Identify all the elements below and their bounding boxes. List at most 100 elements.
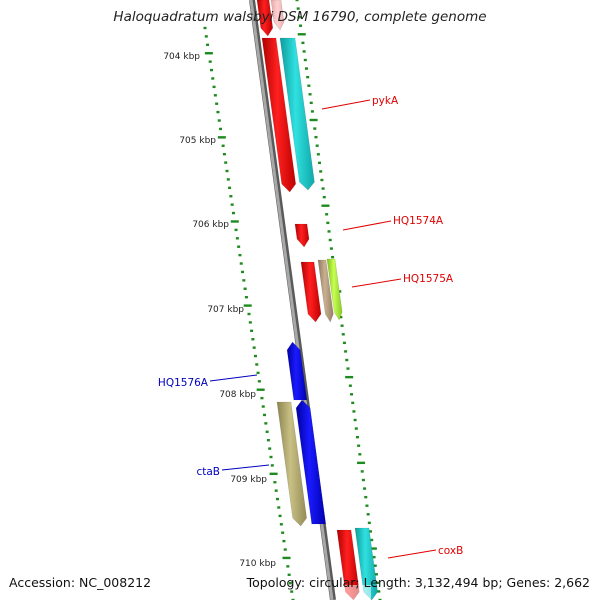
outer-tick — [357, 461, 366, 465]
inner-tick — [241, 270, 245, 274]
outer-tick — [318, 161, 322, 165]
inner-tick — [225, 169, 229, 173]
outer-tick — [363, 487, 367, 490]
outer-tick — [364, 495, 368, 499]
inner-tick — [204, 35, 208, 38]
inner-tick — [213, 94, 217, 97]
outer-tick — [351, 401, 355, 405]
outer-tick — [313, 127, 317, 130]
outer-tick — [327, 230, 331, 233]
outer-tick — [355, 435, 359, 439]
gene-arrow-hq1574a — [294, 223, 310, 248]
outer-tick — [358, 453, 362, 456]
gene-arrow-lime — [326, 258, 343, 321]
inner-tick — [217, 136, 226, 139]
inner-tick — [260, 396, 264, 400]
gene-arrow-tan — [317, 259, 334, 323]
gene-label: HQ1575A — [403, 273, 454, 285]
outer-tick — [350, 393, 354, 396]
outer-tick — [368, 547, 377, 550]
ruler-label: 709 kbp — [230, 475, 267, 485]
inner-tick — [270, 464, 274, 467]
inner-tick — [219, 127, 223, 131]
inner-tick — [248, 321, 252, 324]
inner-tick — [251, 338, 255, 341]
outer-tick — [296, 7, 300, 10]
outer-tick — [321, 187, 325, 190]
outer-tick — [372, 555, 376, 559]
inner-tick — [256, 371, 260, 375]
outer-tick — [370, 538, 374, 542]
gene-arrow-top-red — [256, 0, 274, 37]
outer-tick — [320, 178, 324, 182]
outer-tick — [314, 135, 318, 139]
outer-tick — [353, 418, 357, 422]
inner-tick — [264, 422, 268, 425]
outer-tick — [322, 195, 326, 199]
gene-label-leader — [221, 464, 270, 471]
inner-tick — [247, 312, 251, 316]
inner-tick — [275, 497, 279, 501]
inner-tick — [204, 52, 213, 55]
inner-tick — [278, 514, 282, 518]
outer-tick — [331, 255, 335, 259]
gene-labels: pykA HQ1574A HQ1575A HQ1576A ctaB coxB — [158, 95, 463, 559]
inner-tick — [256, 388, 265, 391]
inner-tick — [250, 329, 254, 333]
ruler-label: 708 kbp — [219, 390, 256, 400]
inner-tick — [239, 262, 243, 265]
inner-tick — [290, 590, 294, 593]
outer-tick — [303, 58, 307, 62]
outer-tick — [344, 350, 348, 353]
outer-tick — [348, 384, 352, 387]
outer-tick — [328, 238, 332, 242]
gene-label: coxB — [438, 545, 463, 557]
gene-label-leader — [342, 220, 392, 231]
inner-tick — [237, 245, 241, 248]
gene-label: pykA — [372, 95, 399, 107]
inner-tick — [288, 581, 292, 585]
inner-tick — [229, 195, 233, 198]
inner-tick — [238, 253, 242, 257]
outer-tick — [361, 478, 365, 482]
inner-tick — [208, 60, 212, 63]
outer-tick — [295, 0, 299, 2]
gene-features — [256, 0, 378, 600]
gene-arrow-cyan-2 — [354, 527, 378, 600]
outer-tick — [325, 213, 329, 216]
outer-tick — [319, 170, 323, 173]
outer-tick — [304, 67, 308, 70]
inner-tick — [273, 481, 277, 484]
outer-tick — [308, 93, 312, 96]
outer-tick — [365, 504, 369, 507]
gene-label-leader — [387, 549, 437, 559]
ruler-label: 710 kbp — [239, 559, 276, 569]
outer-tick — [316, 153, 320, 156]
outer-tick — [307, 84, 311, 87]
outer-tick — [341, 333, 345, 336]
inner-tick — [282, 556, 291, 560]
outer-tick — [352, 410, 356, 413]
inner-tick — [261, 405, 265, 408]
inner-tick — [257, 380, 261, 383]
fade-overlay — [341, 585, 371, 600]
outer-tick — [376, 581, 380, 585]
outer-tick — [306, 75, 310, 79]
gene-arrow-cyan-1 — [279, 37, 315, 191]
outer-tick — [345, 375, 354, 379]
inner-tick — [282, 539, 286, 543]
gene-arrow-hq1575a — [300, 261, 322, 323]
inner-tick — [253, 354, 257, 358]
gene-arrow-ctab — [295, 399, 327, 525]
inner-tick — [231, 211, 235, 215]
outer-tick — [321, 204, 330, 207]
outer-tick — [369, 530, 373, 533]
inner-tick — [211, 77, 215, 80]
inner-tick — [243, 287, 247, 290]
inner-tick — [244, 295, 248, 299]
inner-tick — [215, 102, 219, 105]
inner-tick — [203, 26, 207, 30]
inner-tick — [263, 413, 267, 417]
ruler-label: 707 kbp — [207, 305, 244, 315]
inner-tick — [230, 203, 234, 206]
